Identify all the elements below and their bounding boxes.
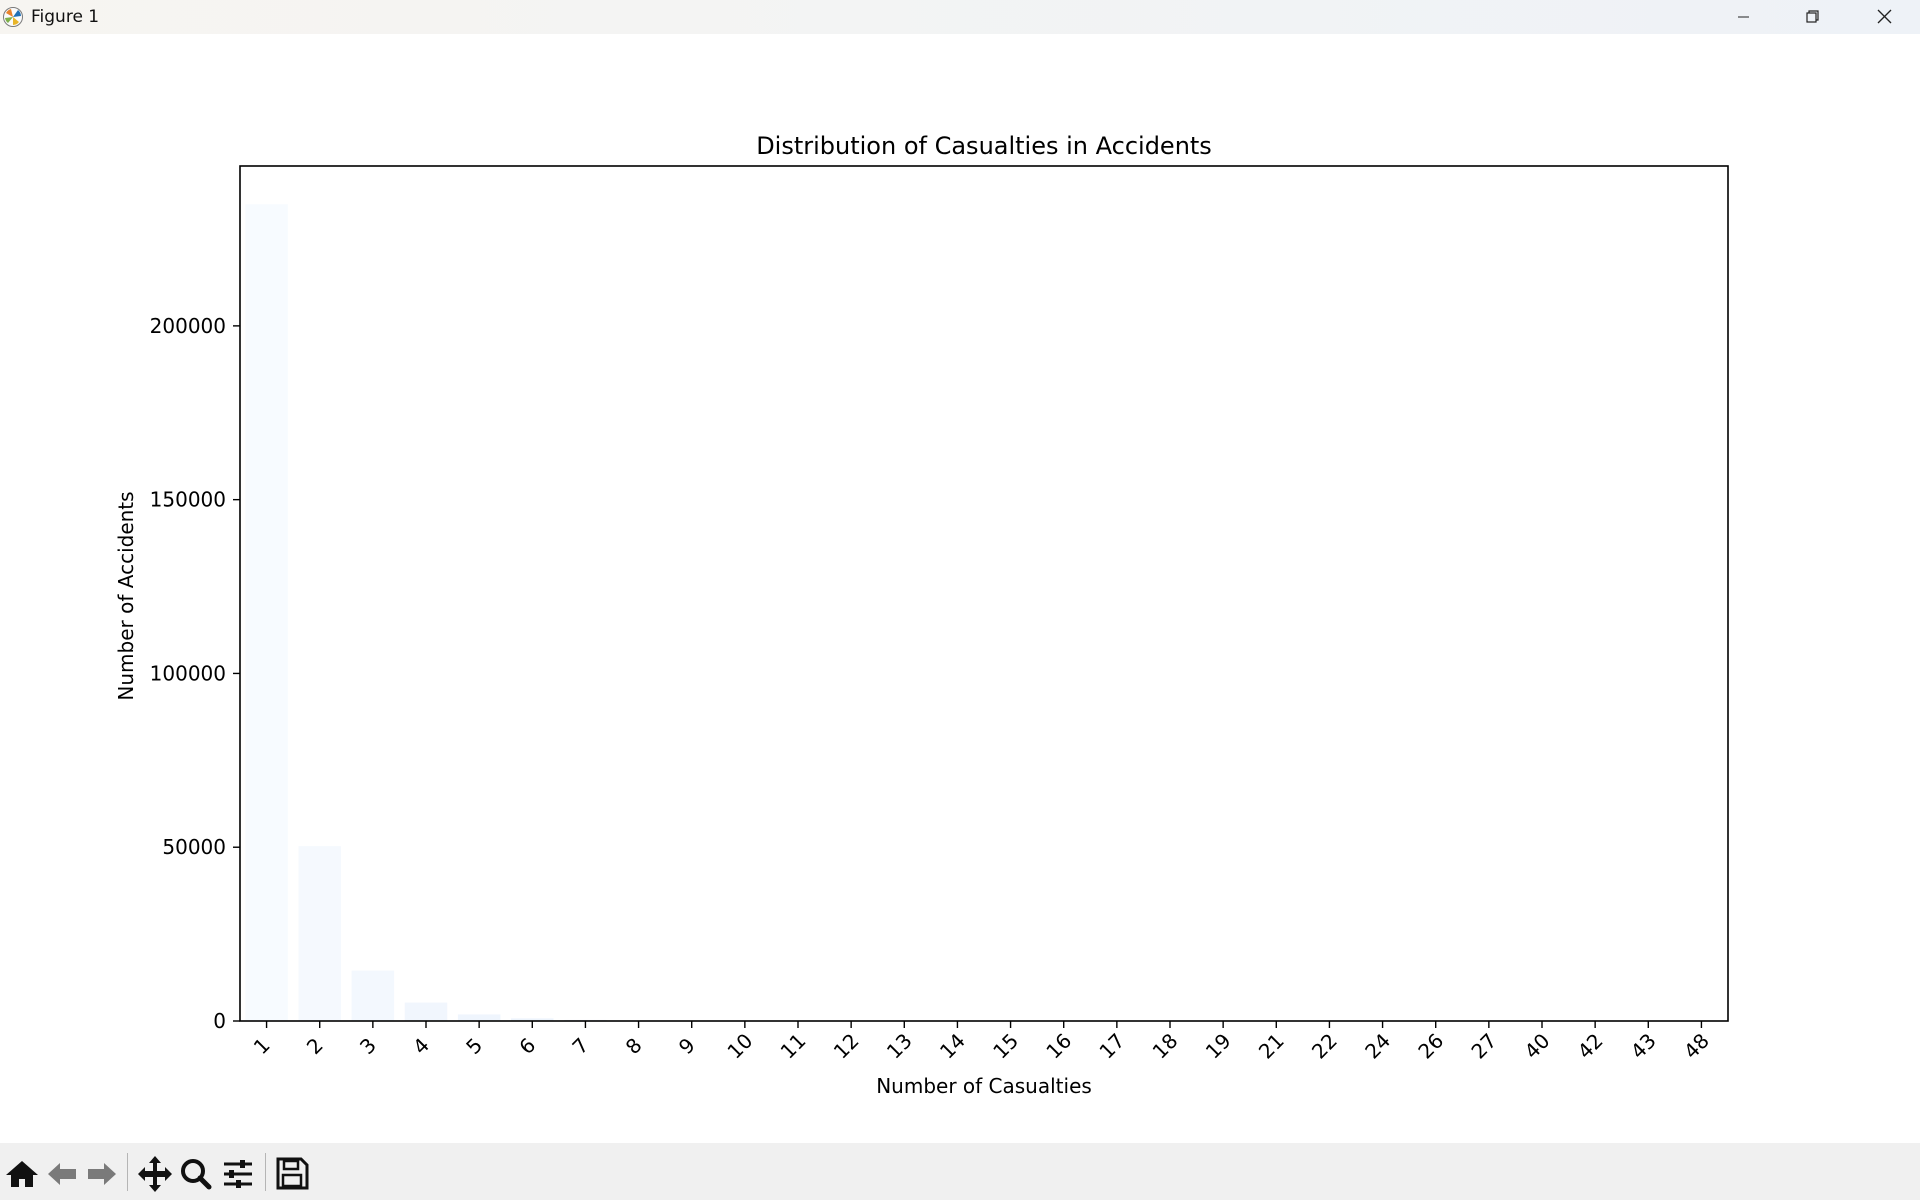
x-tick-label: 6 <box>514 1033 540 1059</box>
x-tick-label: 22 <box>1307 1029 1342 1064</box>
y-axis-label: Number of Accidents <box>114 491 138 700</box>
x-tick-label: 42 <box>1573 1029 1608 1064</box>
x-tick-label: 17 <box>1094 1029 1129 1064</box>
zoom-icon <box>181 1159 212 1190</box>
x-tick-label: 16 <box>1041 1029 1076 1064</box>
configure-subplots-icon <box>224 1160 252 1188</box>
x-tick-label: 18 <box>1148 1029 1183 1064</box>
navigation-toolbar <box>0 1143 1920 1200</box>
y-tick-label: 100000 <box>150 661 226 685</box>
x-tick-label: 14 <box>935 1029 970 1064</box>
matplotlib-logo-icon <box>3 7 23 27</box>
y-tick-label: 50000 <box>162 835 226 859</box>
save-icon <box>276 1157 309 1190</box>
x-tick-label: 40 <box>1520 1029 1555 1064</box>
x-tick-label: 8 <box>621 1033 647 1059</box>
x-tick-label: 13 <box>882 1029 917 1064</box>
back-arrow-icon <box>48 1163 76 1185</box>
x-tick-label: 9 <box>674 1033 700 1059</box>
forward-arrow-icon <box>88 1163 116 1185</box>
x-tick-label: 21 <box>1254 1029 1289 1064</box>
bar <box>351 970 395 1021</box>
back-button[interactable] <box>42 1153 82 1193</box>
x-tick-label: 4 <box>408 1033 434 1059</box>
chart-title: Distribution of Casualties in Accidents <box>756 132 1212 160</box>
bar <box>511 1018 554 1021</box>
bar <box>245 204 288 1022</box>
pan-button[interactable] <box>135 1153 175 1193</box>
close-button[interactable] <box>1850 0 1920 34</box>
x-tick-label: 11 <box>776 1029 811 1064</box>
pan-icon <box>138 1156 172 1192</box>
x-tick-label: 3 <box>355 1033 381 1059</box>
y-tick-label: 200000 <box>150 314 226 338</box>
y-tick-label: 0 <box>213 1009 226 1033</box>
y-tick-label: 150000 <box>150 488 226 512</box>
figure-canvas[interactable]: Distribution of Casualties in Accidents … <box>0 34 1920 1142</box>
x-tick-label: 24 <box>1360 1029 1395 1064</box>
home-icon <box>6 1161 38 1187</box>
x-tick-label: 7 <box>567 1033 593 1059</box>
x-tick-label: 5 <box>461 1033 487 1059</box>
window-title: Figure 1 <box>31 7 100 27</box>
bar-chart: Distribution of Casualties in Accidents … <box>114 132 1729 1098</box>
x-tick-label: 48 <box>1679 1029 1714 1064</box>
x-axis-label: Number of Casualties <box>876 1074 1092 1098</box>
toolbar-separator <box>127 1153 128 1191</box>
save-button[interactable] <box>272 1153 312 1193</box>
configure-subplots-button[interactable] <box>218 1153 258 1193</box>
home-button[interactable] <box>2 1153 42 1193</box>
forward-button[interactable] <box>82 1153 122 1193</box>
zoom-button[interactable] <box>176 1153 216 1193</box>
x-tick-label: 26 <box>1413 1029 1448 1064</box>
x-tick-label: 19 <box>1201 1029 1236 1064</box>
x-tick-label: 2 <box>302 1033 328 1059</box>
x-tick-label: 43 <box>1626 1029 1661 1064</box>
bar <box>404 1002 448 1021</box>
x-tick-label: 10 <box>722 1029 757 1064</box>
bar <box>457 1014 501 1021</box>
x-tick-label: 12 <box>829 1029 864 1064</box>
x-tick-label: 1 <box>249 1033 275 1059</box>
restore-button[interactable] <box>1778 0 1848 34</box>
bar <box>298 846 341 1021</box>
x-tick-label: 27 <box>1466 1029 1501 1064</box>
restore-icon <box>1806 10 1819 23</box>
toolbar-separator <box>265 1153 266 1191</box>
close-icon <box>1877 9 1892 24</box>
axes-frame <box>239 165 1729 1022</box>
x-tick-label: 15 <box>988 1029 1023 1064</box>
title-bar: Figure 1 <box>0 0 1920 34</box>
minimize-icon <box>1738 16 1749 18</box>
minimize-button[interactable] <box>1708 0 1778 34</box>
